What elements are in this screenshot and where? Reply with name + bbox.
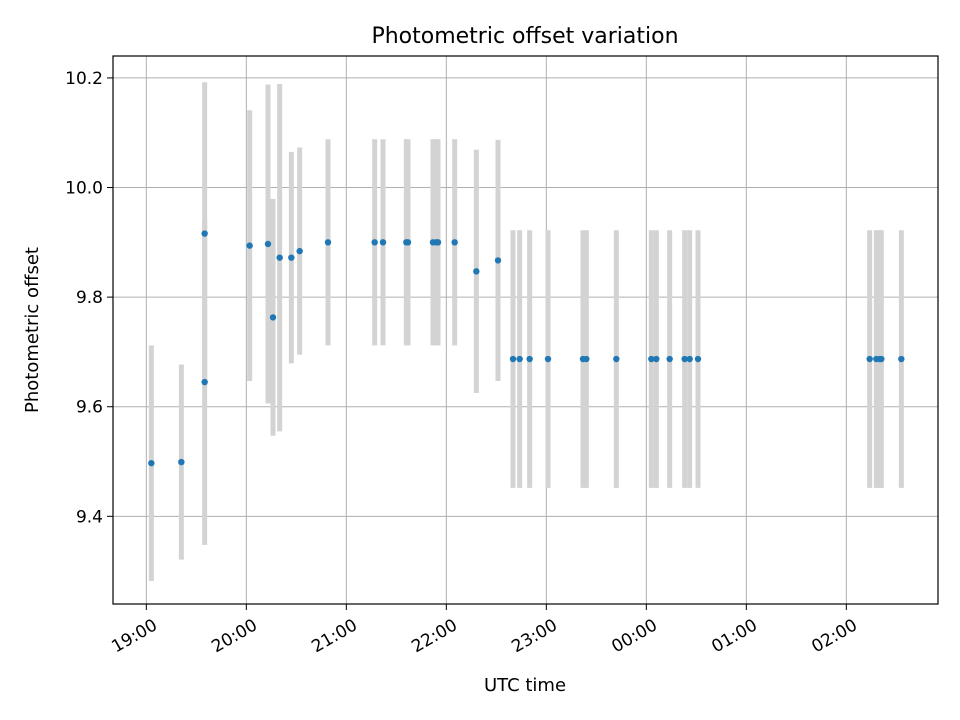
y-tick-label: 9.6: [76, 398, 103, 418]
data-point: [201, 378, 208, 386]
data-point: [494, 257, 502, 264]
data-point: [509, 355, 517, 363]
data-point: [148, 459, 155, 467]
data-point: [694, 355, 702, 363]
data-point: [898, 355, 905, 363]
data-point: [451, 239, 458, 246]
data-point: [296, 247, 303, 255]
data-point: [404, 239, 412, 246]
plot-frame: [112, 55, 939, 605]
data-point: [324, 239, 332, 246]
y-axis-ticks: 9.4 9.6 9.8 10.0 10.2: [65, 69, 113, 527]
data-point: [473, 268, 480, 275]
y-tick-label: 9.4: [76, 507, 103, 527]
data-point: [178, 458, 185, 466]
y-tick-label: 9.8: [76, 288, 103, 308]
data-point: [371, 239, 378, 246]
y-tick-label: 10.2: [65, 69, 103, 89]
data-point: [246, 242, 253, 249]
data-point: [866, 355, 873, 363]
data-point: [526, 355, 533, 363]
data-point: [666, 355, 673, 363]
data-point: [613, 355, 620, 363]
data-point: [516, 355, 523, 363]
data-point: [583, 355, 590, 363]
data-point: [878, 355, 885, 363]
data-point: [264, 240, 272, 248]
data-point: [648, 355, 655, 363]
data-point: [686, 355, 693, 363]
y-axis-label: Photometric offset: [22, 247, 43, 413]
y-tick-label: 10.0: [65, 179, 103, 199]
data-point: [201, 230, 208, 237]
data-point: [653, 355, 660, 363]
data-point: [434, 239, 442, 246]
chart-title: Photometric offset variation: [371, 24, 678, 49]
point-layer: [148, 230, 905, 467]
data-point: [379, 239, 387, 246]
data-point: [681, 355, 688, 363]
data-point: [544, 355, 552, 363]
data-point: [276, 254, 283, 261]
data-point: [288, 254, 295, 261]
data-point: [269, 314, 277, 321]
x-axis-label: UTC time: [484, 675, 566, 696]
